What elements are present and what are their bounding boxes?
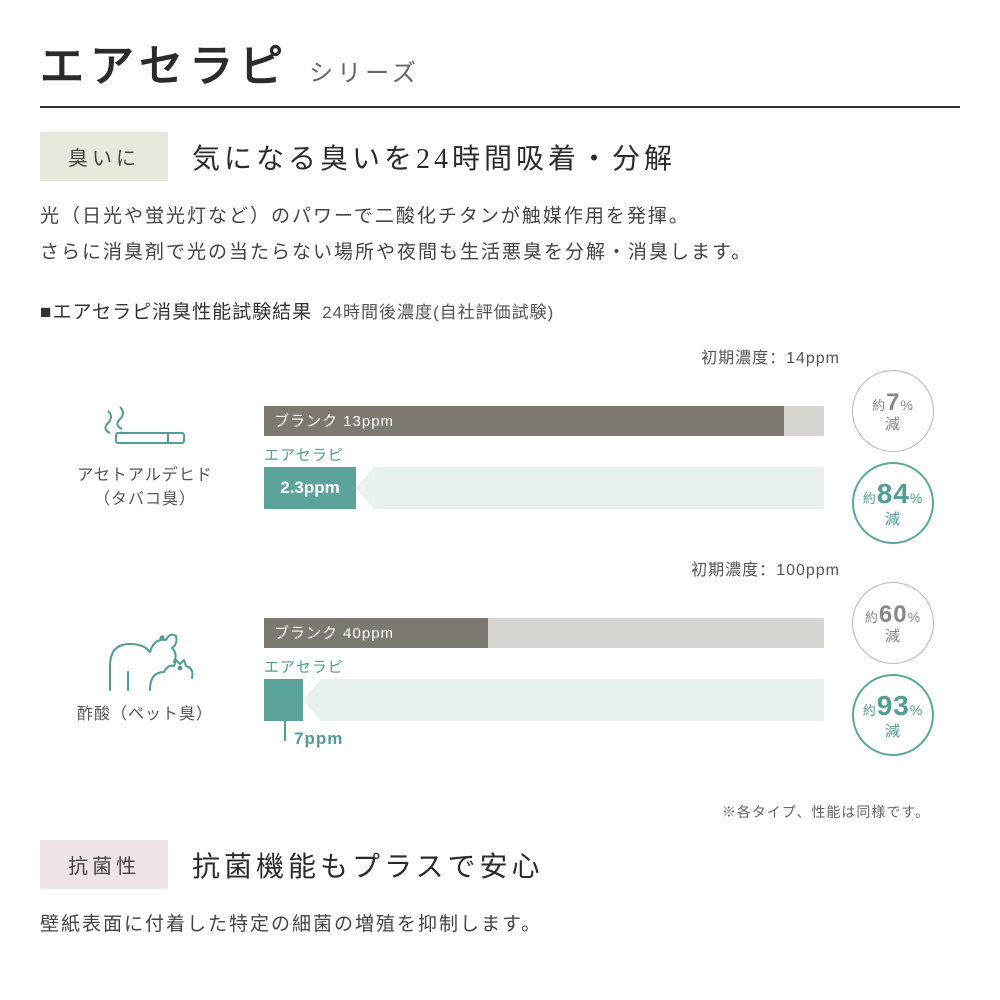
pets-icon: [90, 612, 200, 697]
chart-row: アセトアルデヒド（タバコ臭） ブランク 13ppm エアセラピ 2.3ppm 約…: [40, 370, 960, 544]
chart-footnote: ※各タイプ、性能は同様です。: [40, 802, 930, 822]
chart-heading-row: ■エアセラピ消臭性能試験結果 24時間後濃度(自社評価試験): [40, 297, 960, 330]
ppm-callout: 7ppm: [294, 729, 343, 749]
icon-label: アセトアルデヒド（タバコ臭）: [77, 464, 213, 512]
initial-concentration-label: 初期濃度：14ppm: [280, 344, 840, 368]
chart-subheading: 24時間後濃度(自社評価試験): [322, 298, 554, 323]
reduction-badge-blank: 約60% 減: [852, 582, 934, 664]
badge-odor: 臭いに: [40, 132, 168, 181]
product-name-label: エアセラピ: [264, 444, 824, 465]
ppm-tick: [284, 721, 286, 741]
blank-bar: ブランク 40ppm: [264, 618, 824, 648]
product-name-label: エアセラピ: [264, 656, 824, 677]
body-line-2: さらに消臭剤で光の当たらない場所や夜間も生活悪臭を分解・消臭します。: [40, 242, 752, 263]
icon-cell: アセトアルデヒド（タバコ臭）: [40, 403, 250, 512]
product-bar: 2.3ppm: [264, 467, 824, 509]
body-line-1: 光（日光や蛍光灯など）のパワーで二酸化チタンが触媒作用を発揮。: [40, 206, 690, 227]
icon-cell: 酢酸（ペット臭）: [40, 612, 250, 727]
chart-acetic: 初期濃度：100ppm 酢酸（ペット臭） ブランク 40ppm エアセラピ 7p…: [40, 556, 960, 790]
chart-heading: ■エアセラピ消臭性能試験結果: [40, 297, 312, 324]
reduction-badge-blank: 約7% 減: [852, 370, 934, 452]
section-odor-body: 光（日光や蛍光灯など）のパワーで二酸化チタンが触媒作用を発揮。 さらに消臭剤で光…: [40, 199, 960, 271]
section-antibac-title: 抗菌機能もプラスで安心: [192, 845, 543, 885]
product-bar-fill: 2.3ppm: [264, 467, 356, 509]
product-bar: 7ppm: [264, 679, 824, 721]
section-odor-title: 気になる臭いを24時間吸着・分解: [192, 137, 676, 177]
chart-row: 酢酸（ペット臭） ブランク 40ppm エアセラピ 7ppm 約60% 減 約9…: [40, 582, 960, 756]
charts-container: 初期濃度：14ppm アセトアルデヒド（タバコ臭） ブランク 13ppm エアセ…: [40, 344, 960, 790]
blank-bar: ブランク 13ppm: [264, 406, 824, 436]
badge-antibac: 抗菌性: [40, 840, 168, 889]
section-antibac-head: 抗菌性 抗菌機能もプラスで安心: [40, 840, 960, 889]
bars-cell: ブランク 40ppm エアセラピ 7ppm: [264, 618, 824, 721]
product-bar-fill: [264, 679, 303, 721]
page-header: エアセラピ シリーズ: [40, 30, 960, 108]
initial-concentration-label: 初期濃度：100ppm: [280, 556, 840, 580]
section-odor-head: 臭いに 気になる臭いを24時間吸着・分解: [40, 132, 960, 181]
icon-label: 酢酸（ペット臭）: [77, 703, 213, 727]
header-title: エアセラピ: [40, 30, 289, 94]
section-antibac-body: 壁紙表面に付着した特定の細菌の増殖を抑制します。: [40, 907, 960, 943]
reduction-badge-product: 約93% 減: [852, 674, 934, 756]
blank-bar-fill: ブランク 40ppm: [264, 618, 488, 648]
reduction-badges: 約7% 減 約84% 減: [838, 370, 948, 544]
reduction-badges: 約60% 減 約93% 減: [838, 582, 948, 756]
blank-bar-fill: ブランク 13ppm: [264, 406, 784, 436]
header-subtitle: シリーズ: [309, 53, 420, 88]
reduction-badge-product: 約84% 減: [852, 462, 934, 544]
product-arrow-icon: [264, 679, 824, 721]
section-antibac: 抗菌性 抗菌機能もプラスで安心 壁紙表面に付着した特定の細菌の増殖を抑制します。: [40, 840, 960, 943]
chart-acetaldehyde: 初期濃度：14ppm アセトアルデヒド（タバコ臭） ブランク 13ppm エアセ…: [40, 344, 960, 544]
bars-cell: ブランク 13ppm エアセラピ 2.3ppm: [264, 406, 824, 509]
cigarette-icon: [98, 403, 193, 458]
